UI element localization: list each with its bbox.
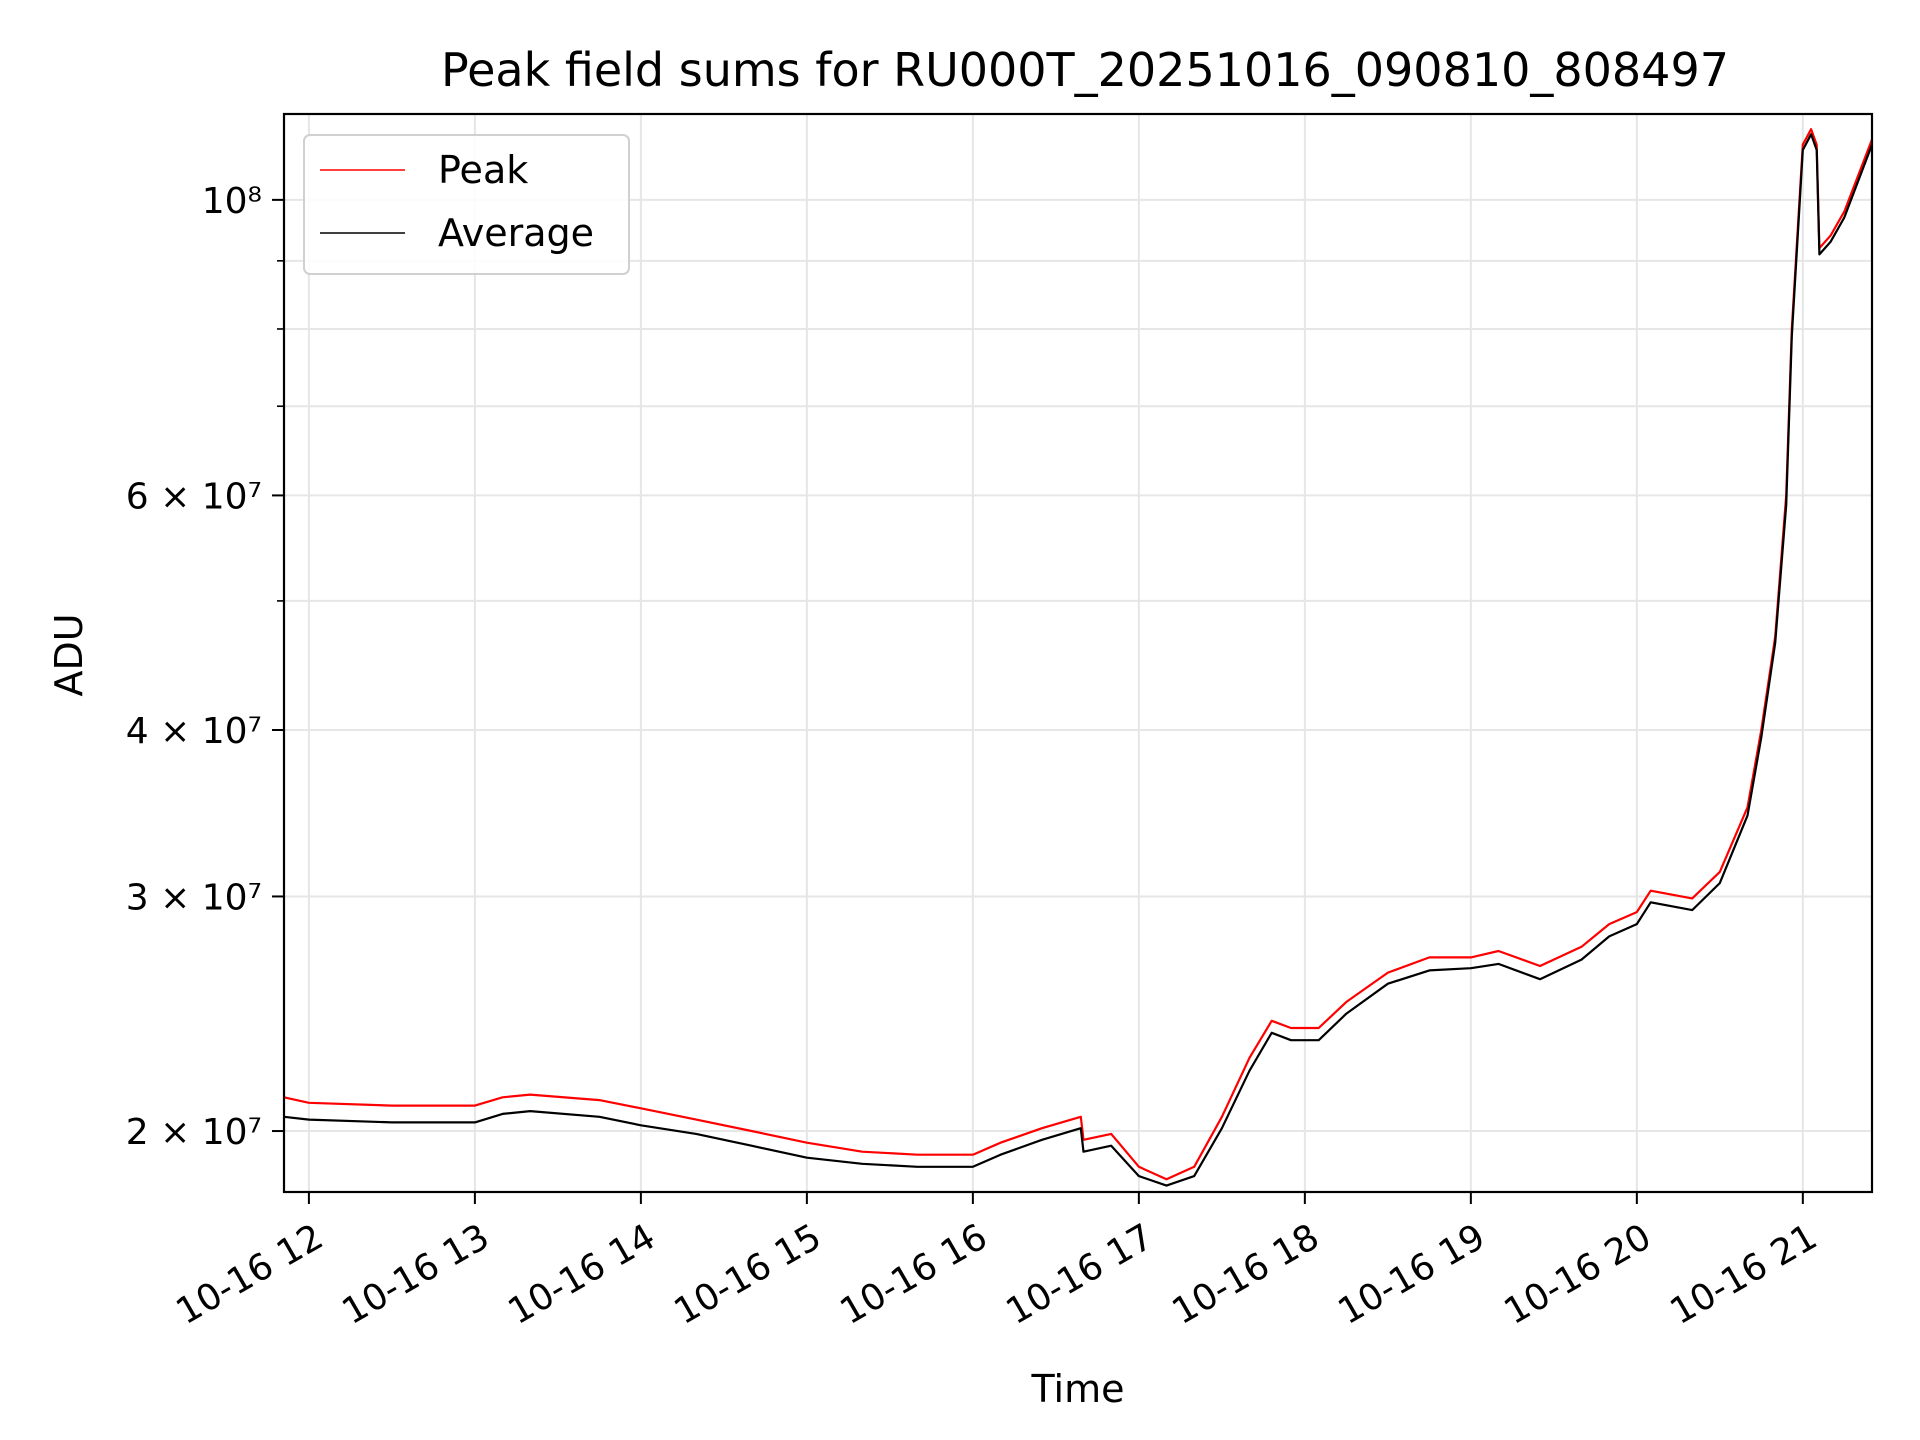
y-tick-label: 6 × 10⁷: [126, 476, 262, 517]
y-tick-label: 3 × 10⁷: [126, 877, 262, 918]
y-tick-label: 10⁸: [202, 181, 262, 222]
y-axis-label: ADU: [47, 613, 91, 696]
legend-label-peak: Peak: [438, 148, 528, 192]
grid: [284, 114, 1872, 1192]
legend-label-average: Average: [438, 211, 594, 255]
y-tick-label: 4 × 10⁷: [126, 711, 262, 752]
legend: Peak Average: [303, 134, 630, 275]
y-tick-label: 2 × 10⁷: [126, 1112, 262, 1153]
plot-frame: [282, 112, 1874, 1194]
series-layer: [283, 128, 1874, 1187]
y-axis: 2 × 10⁷ 3 × 10⁷ 4 × 10⁷ 6 × 10⁷ 10⁸: [126, 181, 284, 1153]
x-axis-label: Time: [1031, 1367, 1125, 1411]
chart-title: Peak field sums for RU000T_20251016_0908…: [441, 43, 1729, 97]
series-line-average: [283, 133, 1874, 1187]
